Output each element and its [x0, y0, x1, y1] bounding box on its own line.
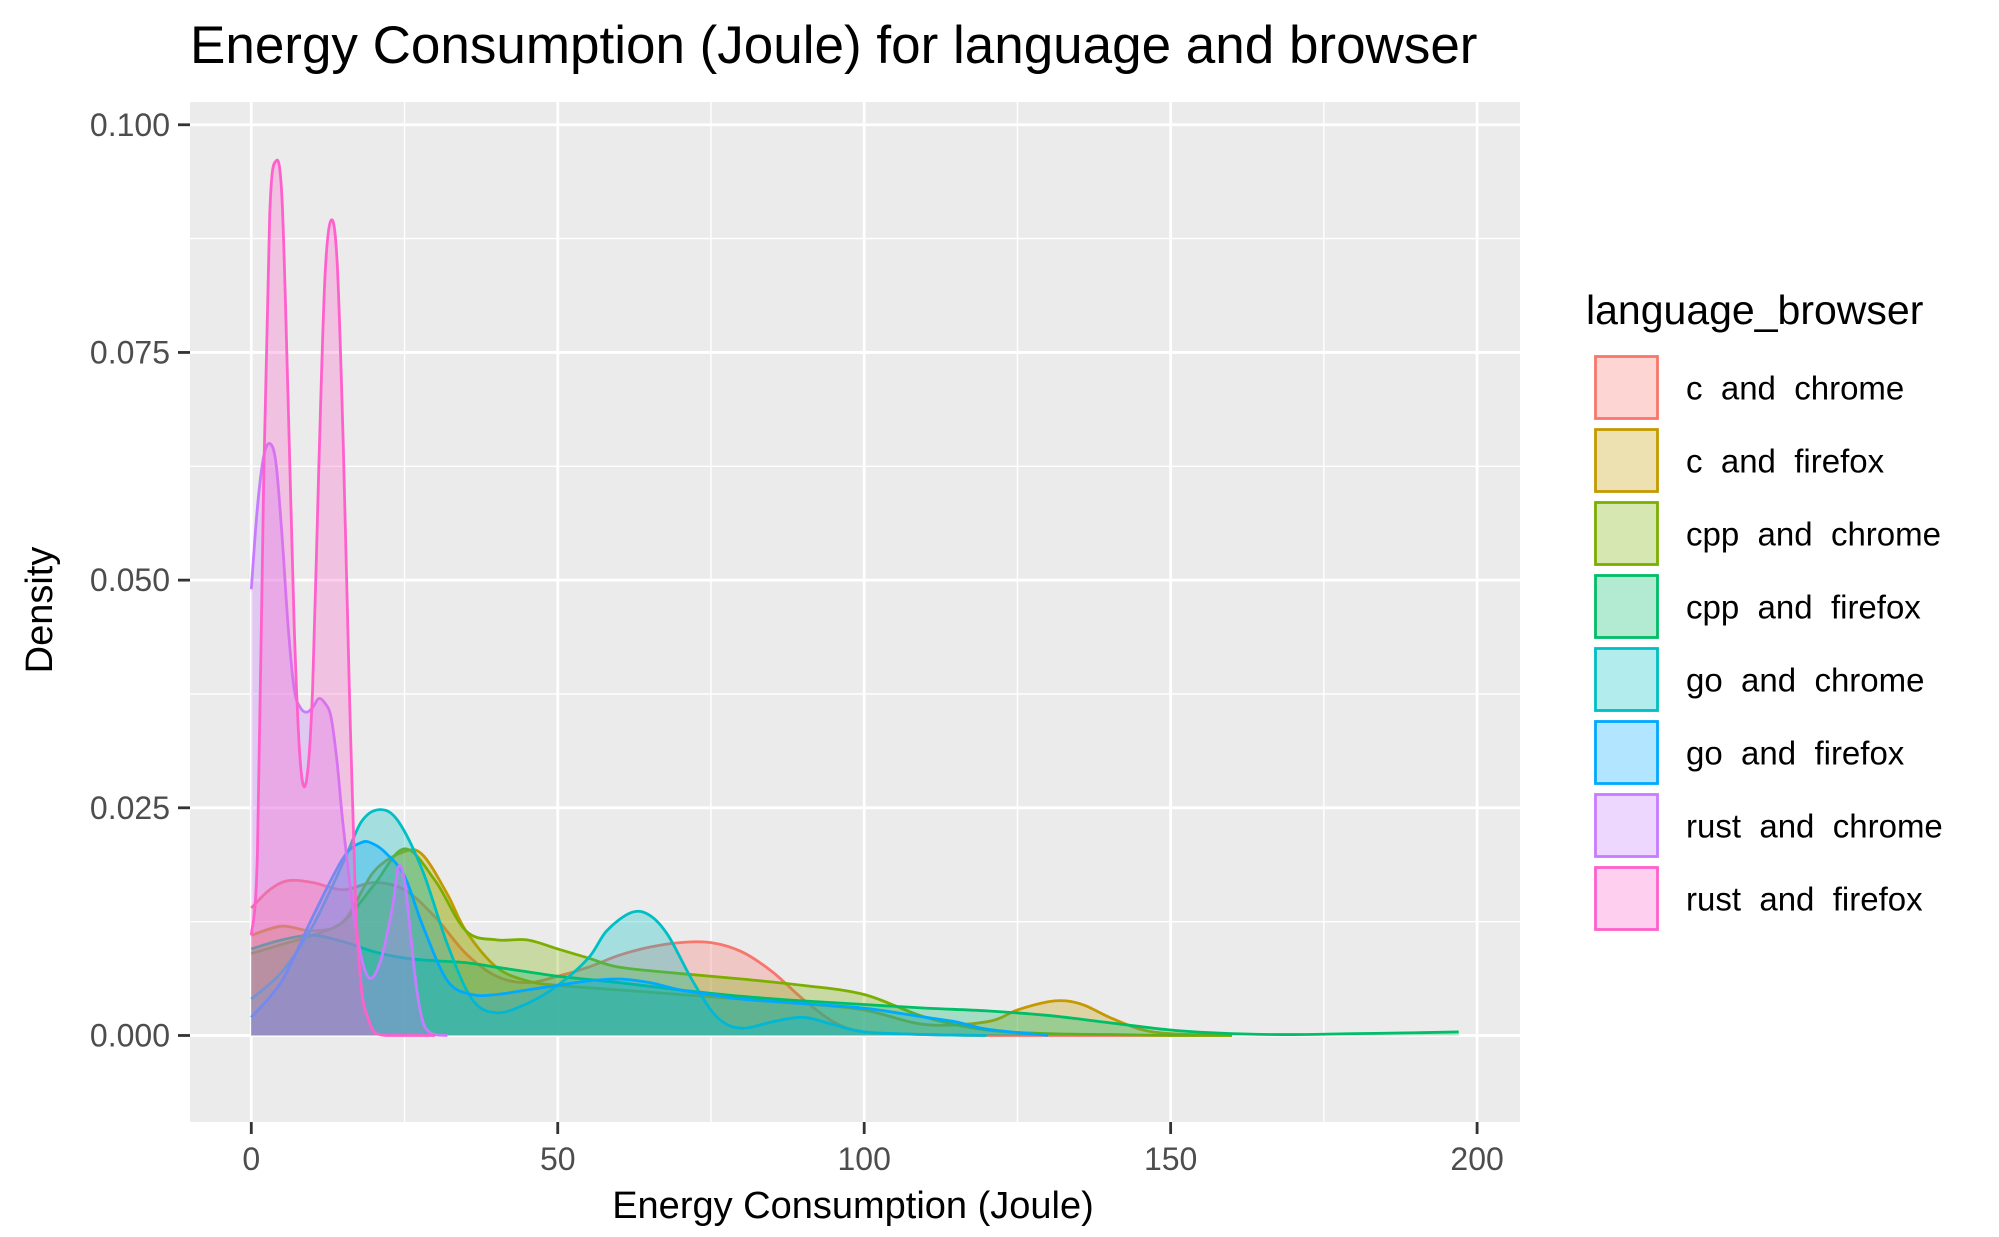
legend-label: go and chrome — [1686, 662, 1924, 699]
legend-swatch — [1594, 647, 1659, 712]
grid-minor — [190, 102, 1520, 1122]
series-layer — [249, 158, 1459, 1037]
legend-item: go and chrome — [1594, 647, 1924, 712]
legend-label: c and firefox — [1686, 443, 1885, 480]
legend-item: rust and chrome — [1594, 793, 1943, 858]
y-tick-label: 0.100 — [90, 107, 170, 143]
legend-key-background — [1594, 647, 1659, 712]
legend-item: c and firefox — [1594, 428, 1885, 493]
legend-label: rust and chrome — [1686, 808, 1943, 845]
density-area-c-and-chrome — [251, 880, 1232, 1036]
density-area-cpp-and-chrome — [251, 848, 1232, 1036]
legend-item: cpp and firefox — [1594, 574, 1921, 639]
legend-item: go and firefox — [1594, 720, 1905, 785]
legend-key-background — [1594, 720, 1659, 785]
density-line-go-and-firefox — [250, 840, 1049, 1037]
legend-swatch — [1594, 501, 1659, 566]
legend-swatch — [1594, 574, 1659, 639]
density-area-go-and-chrome — [251, 809, 987, 1036]
legend-item: c and chrome — [1594, 355, 1904, 420]
legend-swatch — [1594, 793, 1659, 858]
density-area-cpp-and-firefox — [251, 935, 1459, 1036]
legend-item: cpp and chrome — [1594, 501, 1941, 566]
legend-key-background — [1594, 793, 1659, 858]
y-axis: 0.000 0.025 0.050 0.075 0.100 — [90, 107, 190, 1053]
density-line-c-and-firefox — [250, 848, 1232, 1037]
legend-title: language_browser — [1586, 287, 1923, 333]
grid-major — [190, 102, 1520, 1122]
legend: language_browser c and chrome c and firef… — [1586, 287, 1943, 931]
y-tick-label: 0.025 — [90, 790, 170, 826]
x-tick-label: 200 — [1450, 1141, 1503, 1177]
legend-item: rust and firefox — [1594, 866, 1923, 931]
y-tick-label: 0.050 — [90, 562, 170, 598]
legend-label: cpp and chrome — [1686, 516, 1941, 553]
legend-label: rust and firefox — [1686, 881, 1923, 918]
x-tick-label: 100 — [837, 1141, 890, 1177]
legend-swatch — [1594, 428, 1659, 493]
density-area-go-and-firefox — [251, 841, 1049, 1036]
legend-label: cpp and firefox — [1686, 589, 1921, 626]
legend-swatch — [1594, 720, 1659, 785]
x-tick-label: 50 — [540, 1141, 576, 1177]
x-axis-title: Energy Consumption (Joule) — [612, 1185, 1094, 1227]
legend-swatch — [1594, 355, 1659, 420]
x-tick-label: 0 — [242, 1141, 260, 1177]
density-area-rust-and-chrome — [251, 443, 448, 1036]
density-line-rust-and-chrome — [249, 442, 448, 1037]
legend-key-background — [1594, 355, 1659, 420]
legend-key-background — [1594, 428, 1659, 493]
legend-key-background — [1594, 501, 1659, 566]
density-line-go-and-chrome — [250, 808, 987, 1037]
density-area-rust-and-firefox — [251, 160, 436, 1036]
legend-swatch — [1594, 866, 1659, 931]
density-area-c-and-firefox — [251, 849, 1232, 1036]
y-axis-title: Density — [19, 547, 61, 674]
legend-label: c and chrome — [1686, 370, 1904, 407]
legend-key-background — [1594, 866, 1659, 931]
y-tick-label: 0.075 — [90, 334, 170, 370]
x-tick-label: 150 — [1144, 1141, 1197, 1177]
x-axis: 0 50 100 150 200 — [242, 1122, 1504, 1177]
legend-label: go and firefox — [1686, 735, 1905, 772]
chart-title: Energy Consumption (Joule) for language … — [190, 16, 1477, 75]
y-tick-label: 0.000 — [90, 1017, 170, 1053]
legend-key-background — [1594, 574, 1659, 639]
density-line-rust-and-firefox — [249, 158, 436, 1037]
